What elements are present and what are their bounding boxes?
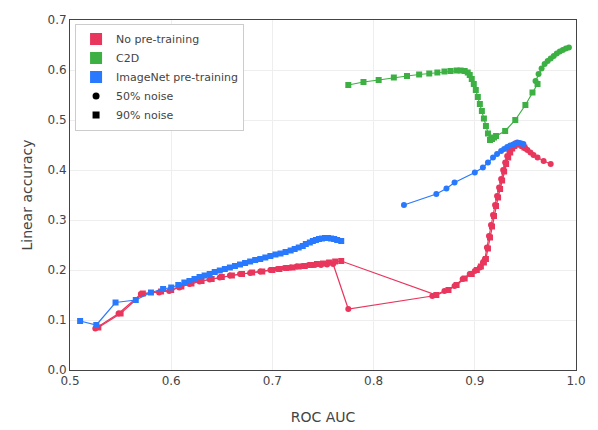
svg-text:0.0: 0.0 xyxy=(48,363,67,377)
svg-text:Linear accuracy: Linear accuracy xyxy=(19,139,35,250)
svg-text:50% noise: 50% noise xyxy=(116,90,173,103)
svg-text:0.1: 0.1 xyxy=(48,313,67,327)
svg-text:0.2: 0.2 xyxy=(48,263,67,277)
svg-text:0.3: 0.3 xyxy=(48,213,67,227)
svg-text:C2D: C2D xyxy=(116,52,139,65)
svg-text:0.6: 0.6 xyxy=(162,374,181,388)
svg-text:0.7: 0.7 xyxy=(263,374,282,388)
svg-text:No pre-training: No pre-training xyxy=(116,33,199,46)
svg-text:ROC AUC: ROC AUC xyxy=(291,409,356,425)
svg-text:0.5: 0.5 xyxy=(48,113,67,127)
svg-text:0.8: 0.8 xyxy=(364,374,383,388)
svg-text:0.6: 0.6 xyxy=(48,63,67,77)
svg-text:0.4: 0.4 xyxy=(48,163,67,177)
svg-text:90% noise: 90% noise xyxy=(116,109,173,122)
svg-text:1.0: 1.0 xyxy=(566,374,585,388)
svg-text:0.9: 0.9 xyxy=(465,374,484,388)
svg-text:0.7: 0.7 xyxy=(48,13,67,27)
svg-text:0.5: 0.5 xyxy=(60,374,79,388)
svg-text:ImageNet pre-training: ImageNet pre-training xyxy=(116,71,238,84)
